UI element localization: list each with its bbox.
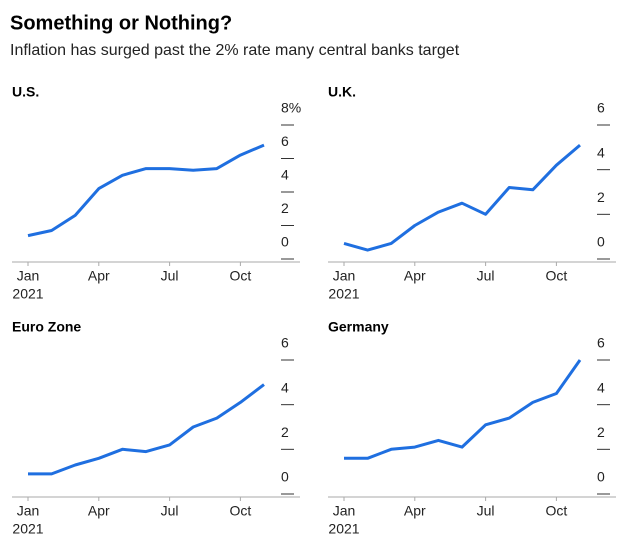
panel-title: Euro Zone xyxy=(12,319,81,335)
y-tick-label: 6 xyxy=(281,133,289,149)
y-tick-label: 2 xyxy=(597,424,605,440)
y-tick-label: 4 xyxy=(281,379,289,395)
y-tick-label: 6 xyxy=(281,335,289,351)
y-tick-label: 8% xyxy=(281,100,301,116)
y-tick-label: 0 xyxy=(281,469,289,485)
x-tick-label: Jul xyxy=(477,268,495,284)
x-tick-year: 2021 xyxy=(328,286,359,302)
x-tick-label: Apr xyxy=(404,503,426,519)
x-tick-label: Oct xyxy=(230,503,252,519)
y-tick-label: 2 xyxy=(281,200,289,216)
data-line xyxy=(344,359,582,460)
x-tick-label: Jul xyxy=(161,268,179,284)
x-tick-label: Jan xyxy=(17,503,40,519)
x-tick-label: Oct xyxy=(546,503,568,519)
x-tick-label: Jul xyxy=(477,503,495,519)
y-tick-label: 6 xyxy=(597,335,605,351)
panel-title: U.S. xyxy=(12,84,39,100)
x-tick-label: Jul xyxy=(161,503,179,519)
y-tick-label: 4 xyxy=(281,167,289,183)
y-tick-label: 0 xyxy=(281,234,289,250)
x-tick-label: Jan xyxy=(333,503,356,519)
y-tick-label: 2 xyxy=(597,189,605,205)
chart-title: Something or Nothing? xyxy=(10,12,232,34)
x-tick-year: 2021 xyxy=(12,286,43,302)
chart-subtitle: Inflation has surged past the 2% rate ma… xyxy=(10,42,460,59)
x-tick-label: Jan xyxy=(17,268,40,284)
x-tick-label: Oct xyxy=(546,268,568,284)
x-tick-label: Jan xyxy=(333,268,356,284)
panel-title: Germany xyxy=(328,319,389,335)
x-tick-year: 2021 xyxy=(12,521,43,537)
data-line xyxy=(27,143,265,238)
y-tick-label: 4 xyxy=(597,379,605,395)
y-tick-label: 0 xyxy=(597,469,605,485)
x-tick-label: Apr xyxy=(404,268,426,284)
x-tick-label: Apr xyxy=(88,268,110,284)
x-tick-label: Apr xyxy=(88,503,110,519)
y-tick-label: 6 xyxy=(597,100,605,116)
data-line xyxy=(343,143,581,252)
y-tick-label: 0 xyxy=(597,234,605,250)
data-line xyxy=(28,383,265,476)
panel-title: U.K. xyxy=(328,84,356,100)
x-tick-label: Oct xyxy=(230,268,252,284)
x-tick-year: 2021 xyxy=(328,521,359,537)
y-tick-label: 4 xyxy=(597,144,605,160)
y-tick-label: 2 xyxy=(281,424,289,440)
